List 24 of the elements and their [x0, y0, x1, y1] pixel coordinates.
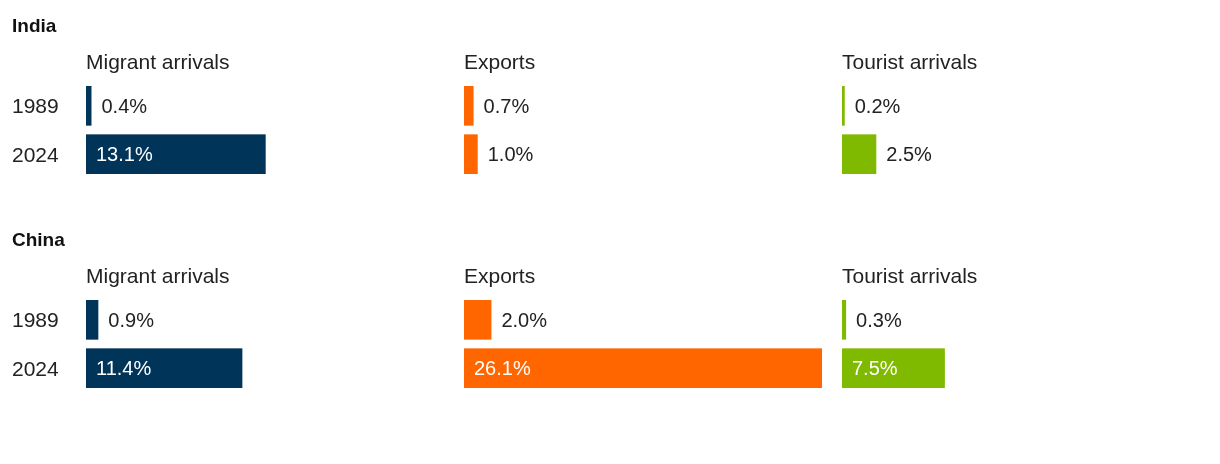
data-label: 0.2%: [854, 94, 901, 117]
data-label: 2.0%: [501, 308, 548, 331]
data-label: 0.9%: [108, 308, 155, 331]
chart-title: China: [12, 229, 66, 250]
data-label: 13.1%: [96, 143, 153, 166]
data-label: 2.5%: [886, 143, 933, 166]
y-tick-label: 2024: [12, 356, 60, 380]
data-label: 0.3%: [856, 308, 902, 331]
data-label: 7.5%: [852, 357, 898, 380]
chart-subtitle: Migrant arrivals: [86, 50, 230, 73]
y-tick-label: 2024: [12, 142, 60, 166]
data-label: 0.4%: [101, 94, 148, 117]
data-label: 1.0%: [487, 143, 534, 166]
chart-subtitle: Tourist arrivals: [842, 264, 978, 287]
chart-subtitle: Exports: [464, 264, 536, 287]
chart-subtitle: Migrant arrivals: [86, 264, 230, 287]
chart-subtitle: Exports: [464, 50, 536, 73]
data-label: 11.4%: [96, 357, 152, 380]
chart-subtitle: Tourist arrivals: [842, 50, 978, 73]
data-label: 26.1%: [474, 357, 531, 380]
y-tick-label: 1989: [12, 308, 59, 332]
chart-title: India: [12, 15, 57, 36]
y-tick-label: 1989: [12, 94, 59, 118]
data-label: 0.7%: [483, 94, 530, 117]
